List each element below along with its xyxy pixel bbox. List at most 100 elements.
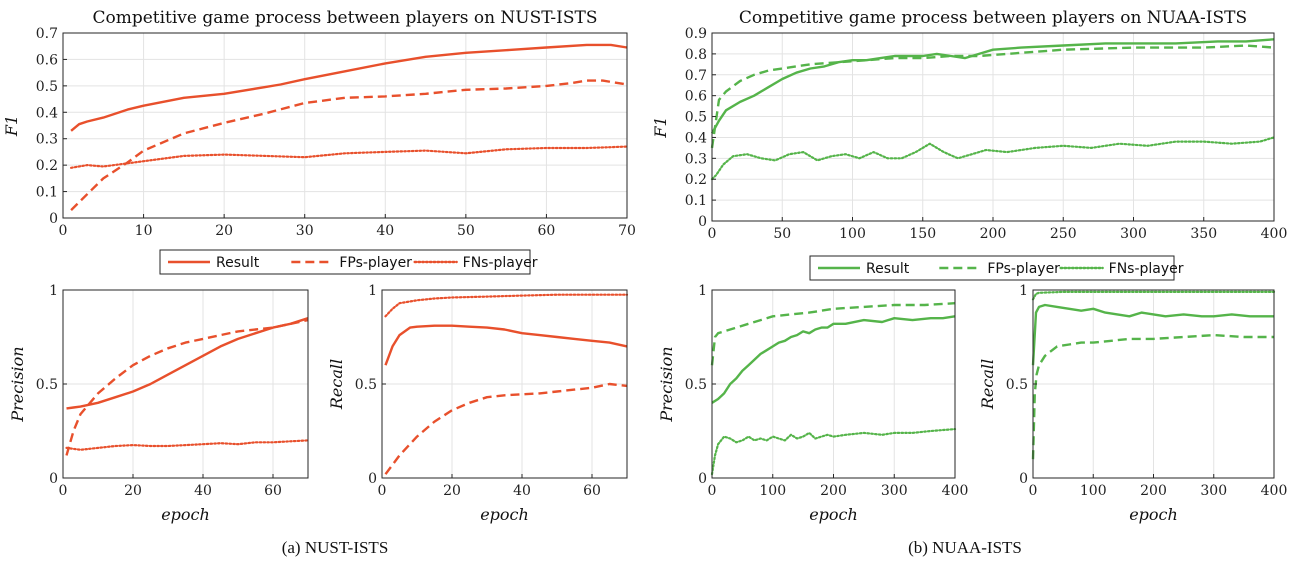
chart-title: Competitive game process between players…: [739, 8, 1247, 28]
x-axis-label: epoch: [809, 505, 858, 524]
series-result-line: [70, 43, 628, 132]
y-tick-label: 0.6: [685, 89, 707, 105]
y-tick-label: 0.5: [36, 377, 58, 393]
x-axis-label: epoch: [1129, 505, 1178, 524]
x-tick-label: 300: [881, 483, 908, 499]
x-tick-label: 100: [1080, 483, 1107, 499]
x-tick-label: 20: [443, 483, 461, 499]
y-tick-label: 0.7: [685, 68, 707, 84]
x-tick-label: 50: [457, 223, 475, 239]
y-tick-label: 0.4: [36, 105, 58, 121]
y-axis-label: Precision: [8, 346, 27, 422]
x-tick-label: 0: [708, 483, 717, 499]
nuaa-recall-plot: 0 100 200 300 400 0 0.5 1 Recall epoch: [978, 283, 1287, 524]
series-fps-player-line: [384, 382, 628, 475]
x-tick-label: 60: [583, 483, 601, 499]
y-tick-label: 0.5: [355, 377, 377, 393]
x-tick-label: 70: [618, 223, 636, 239]
y-tick-label: 1: [1019, 283, 1028, 299]
legend-label: FNs-player: [463, 255, 538, 271]
x-tick-label: 300: [1120, 226, 1147, 242]
nuaa-precision-plot: 0 100 200 300 400 0 0.5 1 Precision epoch: [657, 283, 968, 524]
chart-title: Competitive game process between players…: [92, 8, 597, 28]
x-tick-label: 400: [942, 483, 969, 499]
legends-layer: Result FPs-player FNs-player Result FPs-play…: [159, 249, 1184, 281]
series-result-line: [384, 324, 628, 366]
x-tick-label: 250: [1050, 226, 1077, 242]
x-tick-label: 0: [59, 223, 68, 239]
x-tick-label: 40: [513, 483, 531, 499]
x-tick-label: 60: [538, 223, 556, 239]
x-tick-label: 20: [215, 223, 233, 239]
x-tick-label: 0: [378, 483, 387, 499]
x-tick-label: 200: [1140, 483, 1167, 499]
nuaa-f1-plot: 0 50 100 150 200 250 300 350 400 0 0.1 0.2 0.3 0.4 0.5…: [651, 8, 1287, 242]
y-tick-label: 0: [368, 471, 377, 487]
legend-label: FPs-player: [987, 261, 1060, 277]
y-tick-label: 0: [698, 471, 707, 487]
nust-precision-plot: 0 20 40 60 0 0.5 1 Precision epoch: [8, 283, 310, 524]
caption-b: (b) NUAA-ISTS: [908, 538, 1022, 557]
y-tick-label: 0.3: [685, 151, 707, 167]
y-tick-label: 0.4: [685, 130, 707, 146]
y-tick-label: 0.1: [36, 185, 58, 201]
y-tick-label: 0.1: [685, 193, 707, 209]
x-tick-label: 50: [773, 226, 791, 242]
x-tick-label: 20: [124, 483, 142, 499]
nust-f1-plot: 0 10 20 30 40 50 60 70 0 0.1 0.2 0.3 0.4 0.5 0.6 0.7 Com…: [2, 8, 636, 239]
series-fns-player-line: [710, 136, 1276, 181]
y-tick-label: 1: [368, 283, 377, 299]
x-tick-label: 350: [1190, 226, 1217, 242]
series-fps-player-line: [70, 79, 628, 211]
legend-nust: Result FPs-player FNs-player: [159, 249, 538, 275]
y-tick-label: 0.5: [685, 377, 707, 393]
y-tick-label: 0.6: [36, 52, 58, 68]
series-fns-player-line: [65, 439, 310, 451]
legend-nuaa: Result FPs-player FNs-player: [809, 255, 1184, 281]
legend-box: [159, 249, 531, 275]
y-tick-label: 0.5: [36, 79, 58, 95]
y-tick-label: 0: [49, 211, 58, 227]
y-tick-label: 0.8: [685, 47, 707, 63]
x-tick-label: 0: [59, 483, 68, 499]
nust-recall-plot: 0 20 40 60 0 0.5 1 Recall epoch: [327, 283, 629, 524]
x-tick-label: 0: [708, 226, 717, 242]
x-axis-label: epoch: [480, 505, 529, 524]
series-fns-player-line: [384, 293, 629, 318]
y-axis-label: Precision: [657, 346, 676, 422]
x-tick-label: 200: [820, 483, 847, 499]
y-axis-label: Recall: [327, 359, 346, 410]
x-tick-label: 10: [135, 223, 153, 239]
x-tick-label: 100: [839, 226, 866, 242]
y-tick-label: 1: [698, 283, 707, 299]
x-tick-label: 30: [296, 223, 314, 239]
plots-layer: 0 10 20 30 40 50 60 7000.10.20.30.40.50.60.7Com…: [2, 8, 1287, 524]
x-tick-label: 40: [376, 223, 394, 239]
series-fps-player-line: [65, 318, 309, 456]
legend-label: Result: [216, 255, 260, 271]
axes-frame: [62, 32, 628, 219]
y-axis-label: F1: [651, 116, 670, 138]
x-tick-label: 150: [909, 226, 936, 242]
legend-label: FNs-player: [1109, 261, 1184, 277]
series-result-line: [710, 38, 1275, 134]
series-fps-player-line: [710, 302, 956, 366]
y-tick-label: 0.7: [36, 26, 58, 42]
y-tick-label: 0.5: [1006, 377, 1028, 393]
legend-label: FPs-player: [339, 255, 412, 271]
series-result-line: [711, 315, 956, 404]
y-tick-label: 0.9: [685, 26, 707, 42]
series-fns-player-line: [70, 145, 629, 169]
x-tick-label: 200: [980, 226, 1007, 242]
x-tick-label: 400: [1261, 226, 1288, 242]
x-tick-label: 0: [1029, 483, 1038, 499]
y-tick-label: 0: [698, 214, 707, 230]
y-tick-label: 0: [1019, 471, 1028, 487]
y-axis-label: F1: [2, 115, 21, 137]
legend-box: [809, 255, 1175, 281]
x-tick-label: 60: [264, 483, 282, 499]
y-axis-label: Recall: [978, 359, 997, 410]
y-tick-label: 0.3: [36, 132, 58, 148]
series-result-line: [66, 317, 309, 410]
